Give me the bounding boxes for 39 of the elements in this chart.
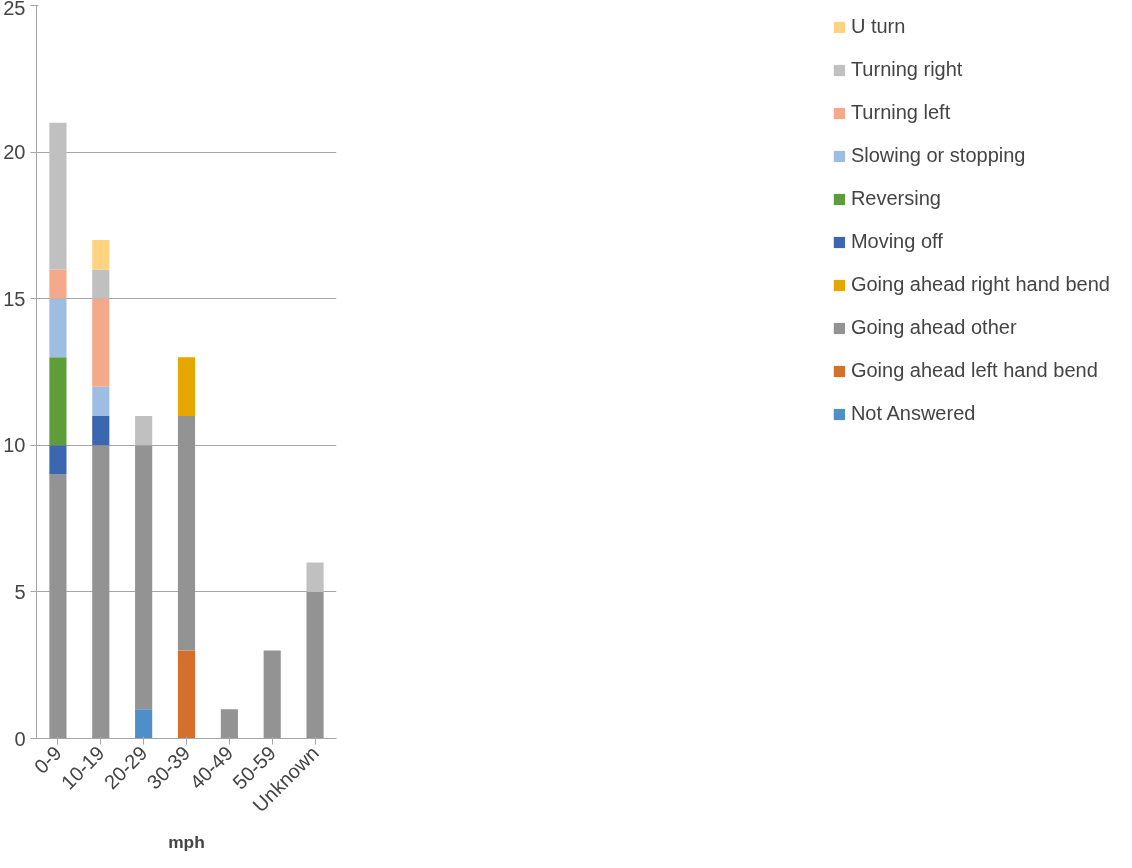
legend-label: Reversing <box>850 187 941 210</box>
y-tick-label: 15 <box>3 287 26 310</box>
legend-label: U turn <box>850 15 906 38</box>
bar <box>92 386 110 416</box>
bar <box>177 650 196 739</box>
bar <box>92 415 110 446</box>
y-tick-label: 0 <box>14 727 26 750</box>
x-axis-title: mph <box>168 832 205 853</box>
bar <box>49 122 67 270</box>
y-tick-label: 20 <box>3 141 26 164</box>
bar <box>306 591 324 739</box>
bar <box>135 445 153 710</box>
legend-label: Turning left <box>850 101 951 124</box>
bar <box>49 445 67 475</box>
legend-label: Moving off <box>850 230 943 253</box>
bar <box>135 709 153 739</box>
legend-label: Going ahead other <box>850 316 1017 339</box>
bar <box>49 269 67 299</box>
bar <box>306 562 324 592</box>
bar <box>177 415 196 651</box>
bar <box>177 357 196 416</box>
y-tick-label: 25 <box>3 0 26 19</box>
bar <box>92 298 110 387</box>
bar <box>49 298 67 358</box>
bar <box>92 269 110 299</box>
bar <box>49 474 67 739</box>
legend-label: Going ahead left hand bend <box>850 359 1098 382</box>
bar <box>220 709 238 739</box>
y-tick-label: 5 <box>14 580 26 603</box>
legend-label: Going ahead right hand bend <box>850 273 1110 296</box>
bar <box>49 357 67 446</box>
y-tick-label: 10 <box>3 434 26 457</box>
bar <box>92 445 110 739</box>
bar <box>92 240 110 270</box>
bar <box>135 415 153 446</box>
legend-label: Not Answered <box>850 402 976 425</box>
bar <box>263 650 281 739</box>
legend-label: Slowing or stopping <box>850 144 1026 167</box>
legend-label: Turning right <box>850 58 963 81</box>
